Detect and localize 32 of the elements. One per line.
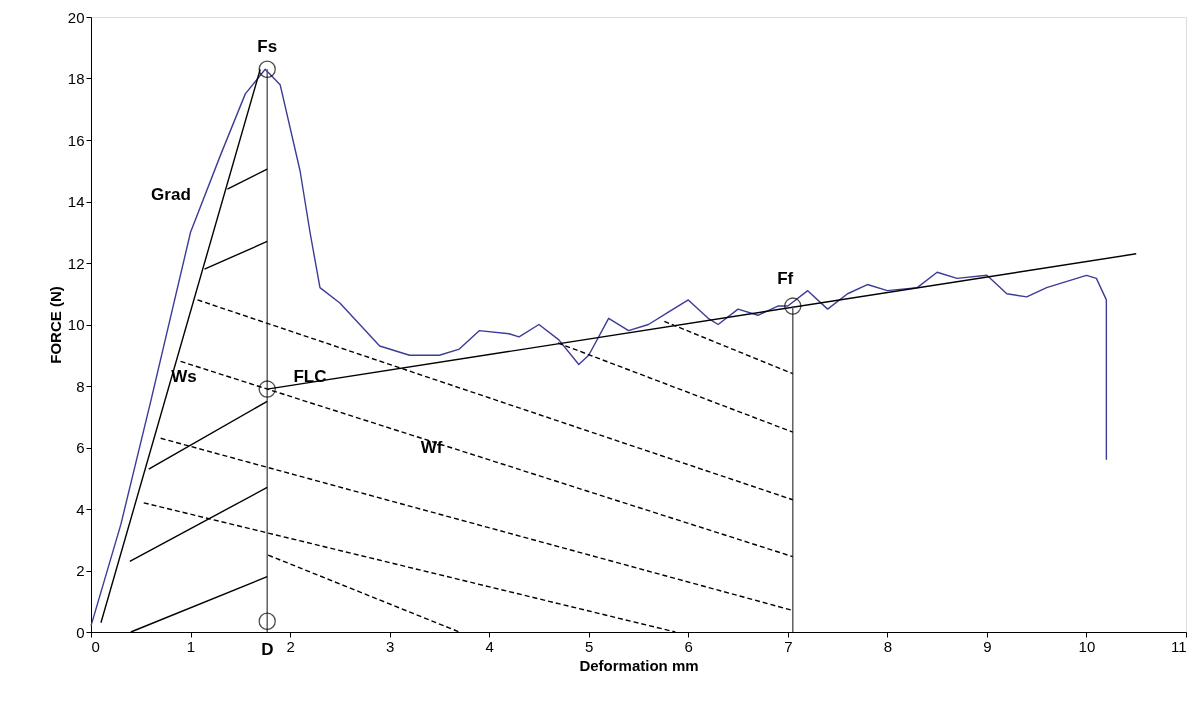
annotation: Ff xyxy=(777,268,794,288)
x-tick-label: 3 xyxy=(385,637,395,655)
y-tick-label: 18 xyxy=(67,70,85,87)
y-tick-label: 8 xyxy=(76,377,85,395)
y-tick-label: 4 xyxy=(76,500,85,518)
x-tick-label: 9 xyxy=(983,637,992,655)
x-tick-label: 8 xyxy=(883,637,893,655)
x-tick-label: 10 xyxy=(1078,637,1096,655)
annotation: Grad xyxy=(151,185,191,205)
y-tick-label: 0 xyxy=(76,623,85,641)
y-tick-label: 14 xyxy=(67,193,85,210)
y-tick-label: 16 xyxy=(67,131,85,149)
x-tick-label: 6 xyxy=(684,637,693,655)
x-tick-label: 1 xyxy=(186,637,196,655)
x-tick-label: 11 xyxy=(1170,637,1187,655)
x-tick-label: 0 xyxy=(91,637,100,655)
x-tick-label: 5 xyxy=(585,637,594,655)
annotation: Fs xyxy=(257,36,278,56)
annotation: FLC xyxy=(293,367,327,387)
annotation: Wf xyxy=(420,437,443,457)
y-tick-label: 12 xyxy=(67,254,85,272)
y-tick-label: 20 xyxy=(67,8,85,26)
text: D xyxy=(261,640,274,660)
y-tick-label: 10 xyxy=(67,316,85,333)
x-tick-label: 4 xyxy=(485,637,494,655)
x-tick-label: 2 xyxy=(286,637,295,655)
annotation: Ws xyxy=(171,366,197,386)
y-tick-label: 6 xyxy=(76,439,85,456)
x-axis-title: Deformation mm xyxy=(579,656,699,674)
x-tick-label: 7 xyxy=(784,637,793,655)
y-tick-label: 2 xyxy=(76,562,85,579)
y-axis-title: FORCE (N) xyxy=(46,286,64,364)
